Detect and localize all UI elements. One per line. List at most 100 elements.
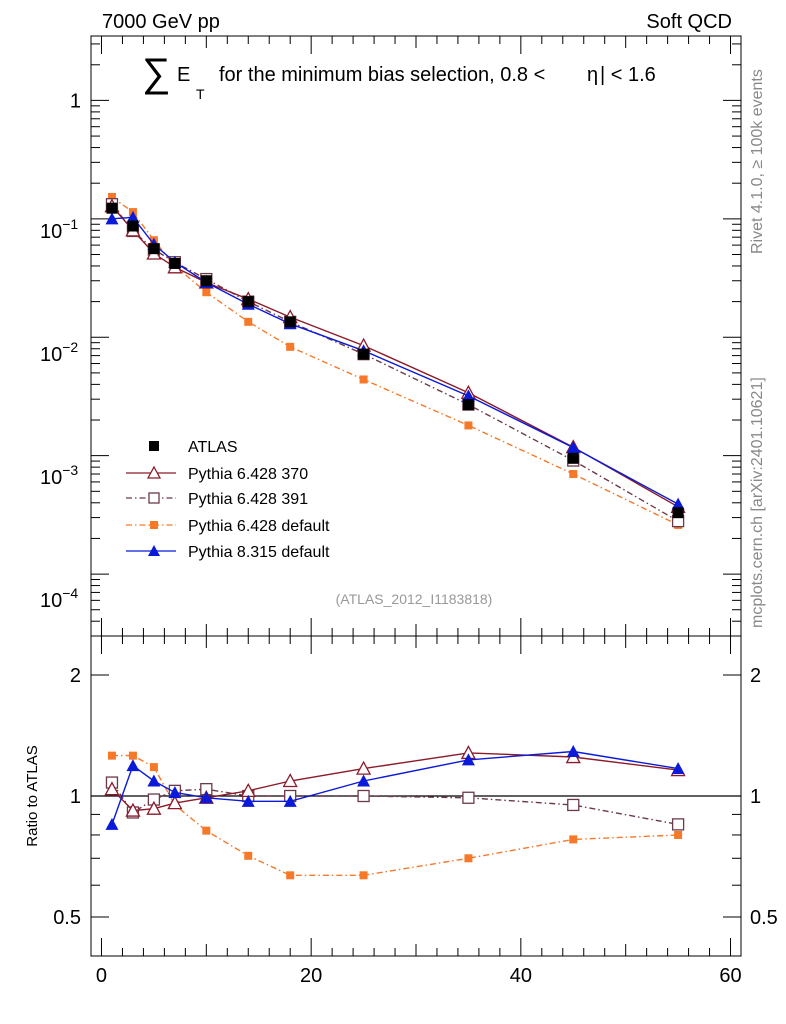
legend-label-p391: Pythia 6.428 391 — [188, 491, 308, 508]
ratio-point-p8-1 — [126, 759, 140, 772]
ratio-point-p391-8 — [462, 791, 475, 804]
main-point-atlas-10 — [672, 507, 684, 519]
main-point-atlas-5 — [242, 296, 254, 308]
main-point-atlas-8 — [462, 399, 474, 411]
title-text-b: | < 1.6 — [600, 64, 656, 86]
y-tick-label-1e-1: 10−1 — [40, 216, 78, 243]
ratio-series-line-p8 — [111, 750, 679, 825]
ratio-point-pdef-9 — [569, 835, 578, 844]
ratio-point-pdef-8 — [464, 854, 473, 863]
ratio-point-pdef-1 — [128, 751, 137, 760]
main-point-p8-0 — [105, 212, 119, 225]
title-eta: η — [587, 64, 598, 86]
legend-entry-atlas: ATLAS — [149, 439, 238, 456]
legend-marker-p391 — [148, 492, 160, 504]
x-tick-labels: 0 20 40 60 — [96, 965, 742, 987]
main-point-atlas-9 — [567, 452, 579, 464]
mcplots-label: mcplots.cern.ch [arXiv:2401.10621] — [749, 377, 766, 628]
legend: ATLAS Pythia 6.428 370 Pythia 6.428 391 … — [126, 439, 330, 561]
ratio-y-tick-labels: 2 1 0.5 2 1 0.5 — [53, 665, 778, 929]
main-point-atlas-1 — [127, 220, 139, 232]
x-tick-label-40: 40 — [510, 965, 532, 987]
main-point-p8-10 — [671, 497, 685, 510]
main-point-atlas-7 — [358, 348, 370, 360]
main-point-atlas-6 — [284, 316, 296, 328]
rivet-label: Rivet 4.1.0, ≥ 100k events — [749, 69, 766, 254]
ratio-point-p370-7 — [355, 760, 372, 775]
ratio-point-p8-0 — [105, 817, 119, 830]
ratio-point-p391-9 — [567, 798, 580, 812]
x-tick-label-60: 60 — [719, 965, 741, 987]
main-axis-ticks — [91, 36, 741, 637]
main-point-pdef-6 — [286, 342, 295, 351]
title-text-a: for the minimum bias selection, 0.8 < — [219, 64, 545, 86]
ratio-point-p8-4 — [199, 791, 213, 804]
y-tick-label-1e-4: 10−4 — [40, 585, 78, 612]
main-point-p8-1 — [126, 210, 140, 223]
ratio-point-p8-5 — [241, 794, 255, 807]
header-right: Soft QCD — [646, 11, 732, 33]
main-point-pdef-7 — [359, 375, 368, 384]
legend-marker-atlas — [149, 441, 159, 451]
header-left: 7000 GeV pp — [102, 11, 220, 33]
ratio-series-line-pdef — [112, 754, 679, 876]
ratio-point-p370-3 — [167, 795, 183, 810]
ratio-point-pdef-5 — [244, 851, 253, 860]
ratio-point-p391-10 — [671, 818, 685, 831]
ratio-point-p370-1 — [125, 802, 141, 817]
main-series-line-p8 — [111, 216, 679, 505]
ratio-point-p8-10 — [671, 762, 685, 775]
ratio-point-p8-2 — [147, 774, 161, 787]
legend-entry-p370: Pythia 6.428 370 — [126, 465, 308, 483]
ratio-point-pdef-2 — [149, 763, 158, 772]
main-point-atlas-4 — [200, 275, 212, 287]
ratio-series-layer — [104, 745, 686, 880]
main-y-tick-labels: 1 10−1 10−2 10−3 10−4 — [40, 90, 81, 612]
y-tick-label-1e-3: 10−3 — [40, 462, 78, 489]
ratio-y-tick-label-2: 2 — [70, 665, 81, 687]
ratio-y-axis-label: Ratio to ATLAS — [24, 745, 41, 846]
ratio-series-line-p391 — [111, 782, 679, 826]
legend-entry-p391: Pythia 6.428 391 — [126, 491, 308, 508]
ratio-point-pdef-7 — [359, 871, 368, 880]
ratio-y-tick-label-1: 1 — [70, 786, 81, 808]
ratio-point-p8-3 — [168, 786, 182, 799]
ratio-point-pdef-10 — [674, 830, 683, 839]
y-tick-label-1: 1 — [70, 90, 81, 112]
main-point-pdef-5 — [244, 317, 253, 326]
main-point-p8-9 — [566, 441, 580, 454]
ratio-point-p8-6 — [283, 794, 297, 807]
main-point-atlas-3 — [169, 257, 181, 269]
y-tick-label-1e-2: 10−2 — [40, 339, 78, 366]
ratio-point-p391-7 — [357, 789, 370, 803]
legend-marker-p8 — [148, 545, 160, 556]
main-point-p8-8 — [461, 389, 475, 402]
ratio-axis-ticks — [91, 636, 741, 957]
legend-entry-pdef: Pythia 6.428 default — [126, 518, 330, 535]
ratio-point-pdef-4 — [202, 826, 211, 835]
x-tick-label-0: 0 — [96, 965, 107, 987]
title-sum-symbol: ∑ — [142, 51, 171, 95]
main-series-layer — [104, 192, 686, 529]
analysis-tag: (ATLAS_2012_I1183818) — [336, 591, 493, 607]
main-point-pdef-4 — [202, 288, 211, 297]
ratio-point-p8-8 — [461, 753, 475, 766]
ratio-right-y-tick-label-1: 1 — [750, 786, 761, 808]
main-point-pdef-0 — [107, 192, 116, 201]
ratio-point-p370-6 — [282, 773, 298, 788]
main-series-line-pdef — [111, 196, 679, 526]
ratio-point-pdef-0 — [107, 751, 116, 760]
ratio-right-y-tick-label-2: 2 — [750, 665, 761, 687]
legend-label-atlas: ATLAS — [188, 439, 238, 456]
ratio-point-p370-2 — [146, 800, 162, 815]
main-point-pdef-9 — [569, 470, 578, 479]
legend-marker-pdef — [150, 521, 158, 529]
x-tick-label-20: 20 — [300, 965, 322, 987]
ratio-point-pdef-6 — [286, 871, 295, 880]
main-point-atlas-0 — [106, 202, 118, 214]
ratio-point-p370-0 — [104, 781, 120, 796]
main-point-pdef-8 — [464, 421, 473, 430]
ratio-point-p8-9 — [566, 745, 580, 758]
legend-marker-p370 — [146, 465, 162, 479]
ratio-right-y-tick-label-0p5: 0.5 — [750, 907, 778, 929]
